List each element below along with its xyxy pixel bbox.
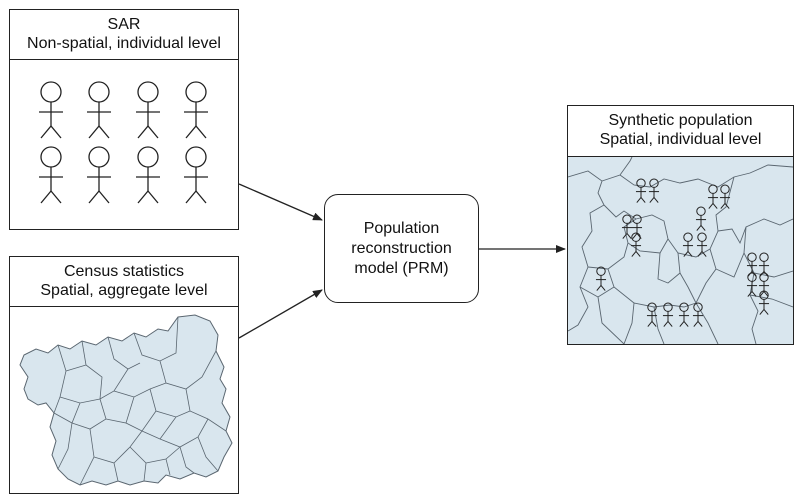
stick-figure-icon (662, 302, 674, 327)
synthetic-map-zones (568, 157, 793, 344)
stick-figure-icon (648, 178, 660, 203)
stick-figure-icon (707, 184, 719, 209)
stick-figure-icon (682, 232, 694, 257)
prm-label-line3: model (PRM) (354, 259, 449, 277)
stick-figure-icon (184, 146, 208, 204)
stick-figure-icon (630, 232, 642, 257)
stick-figure-icon (719, 184, 731, 209)
arrow-sar-to-prm (238, 183, 323, 221)
synthetic-box: Synthetic population Spatial, individual… (567, 105, 794, 345)
synthetic-body (568, 157, 793, 344)
region-map-icon (19, 314, 233, 486)
prm-label-line2: reconstruction (351, 239, 452, 257)
census-map-outline (19, 314, 233, 486)
census-box: Census statistics Spatial, aggregate lev… (9, 256, 239, 494)
stick-figure-icon (621, 214, 633, 239)
synthetic-title: Synthetic population (608, 112, 753, 129)
prm-label-line1: Population (363, 219, 440, 237)
synthetic-subtitle: Spatial, individual level (599, 131, 762, 148)
census-header: Census statistics Spatial, aggregate lev… (10, 257, 238, 307)
stick-figure-icon (39, 81, 63, 139)
sar-people-grid (39, 81, 208, 204)
stick-figure-icon (136, 81, 160, 139)
sar-body (10, 60, 238, 229)
stick-figure-icon (696, 232, 708, 257)
sar-box: SAR Non-spatial, individual level (9, 9, 239, 230)
stick-figure-icon (758, 290, 770, 315)
stick-figure-icon (87, 81, 111, 139)
stick-figure-icon (758, 272, 770, 297)
census-subtitle: Spatial, aggregate level (40, 282, 208, 299)
stick-figure-icon (39, 146, 63, 204)
arrow-census-to-prm (238, 289, 323, 339)
sar-title: SAR (107, 16, 141, 33)
stick-figure-icon (136, 146, 160, 204)
stick-figure-icon (678, 302, 690, 327)
stick-figure-icon (746, 272, 758, 297)
stick-figure-icon (646, 302, 658, 327)
sar-subtitle: Non-spatial, individual level (27, 35, 221, 52)
stick-figure-icon (184, 81, 208, 139)
prm-box: Population reconstruction model (PRM) (324, 194, 479, 303)
census-body (10, 307, 238, 493)
sar-header: SAR Non-spatial, individual level (10, 10, 238, 60)
stick-figure-icon (692, 302, 704, 327)
synthetic-header: Synthetic population Spatial, individual… (568, 106, 793, 157)
stick-figure-icon (695, 206, 707, 231)
stick-figure-icon (87, 146, 111, 204)
stick-figure-icon (635, 178, 647, 203)
stick-figure-icon (595, 266, 607, 291)
stick-figure-icon (631, 214, 643, 239)
census-map-zones (53, 316, 227, 486)
census-title: Census statistics (63, 263, 185, 280)
synthetic-map (568, 157, 793, 344)
